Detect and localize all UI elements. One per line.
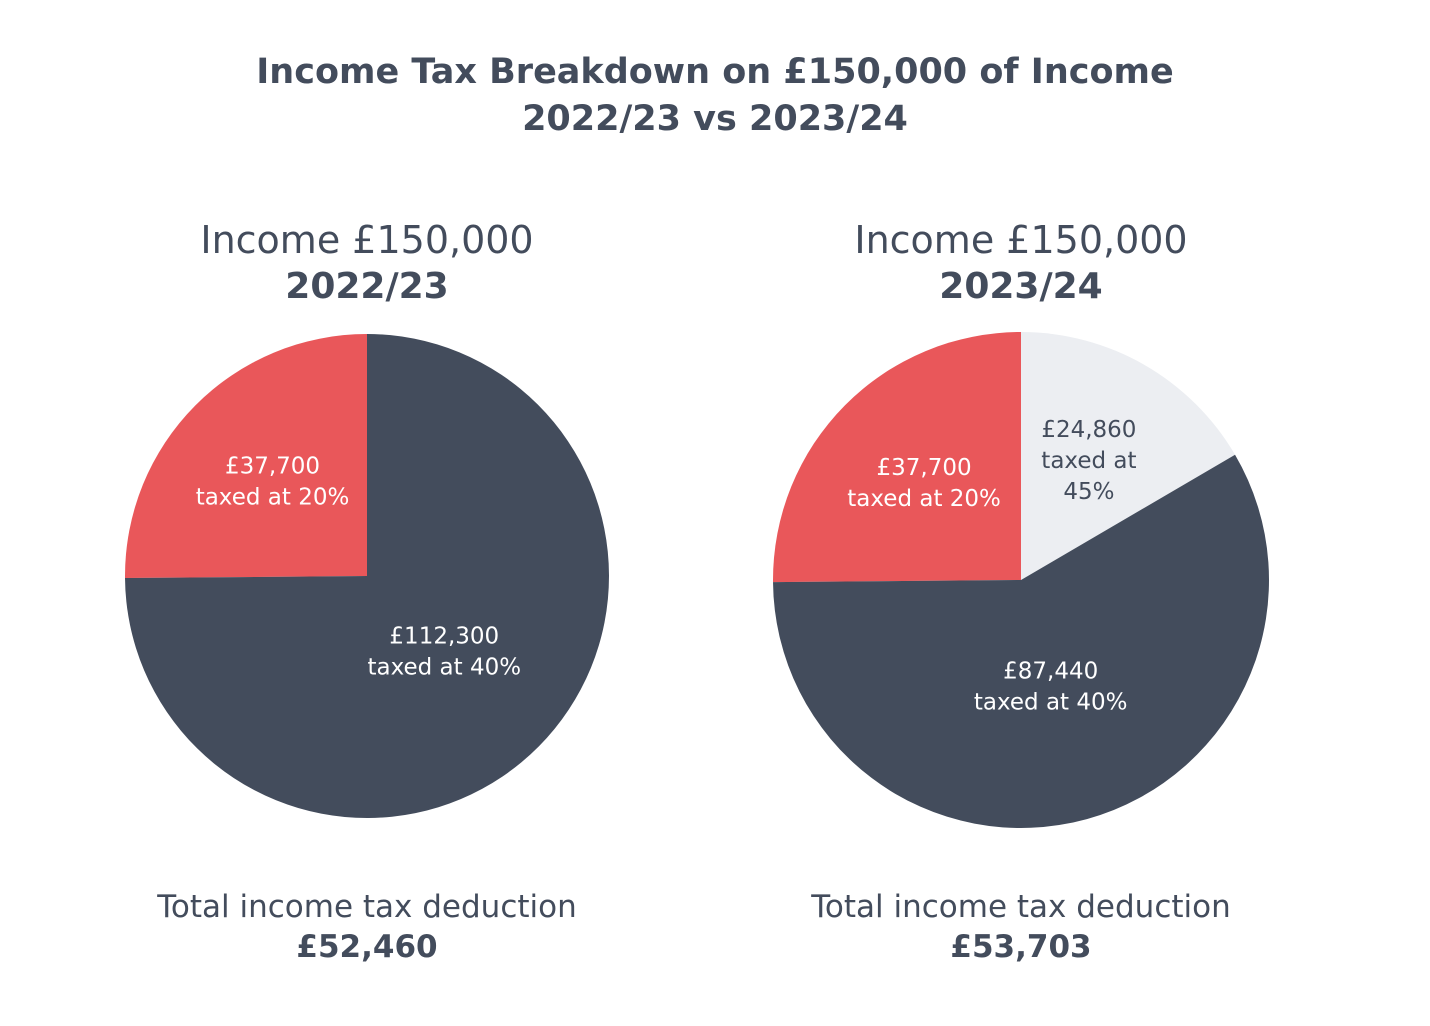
chart-subtitle: 2022/23 vs 2023/24 xyxy=(522,99,908,139)
total-deduction-label: Total income tax deduction xyxy=(811,889,1231,925)
panel-year-title: 2023/24 xyxy=(939,266,1103,307)
pie-chart-2022-23: £37,700 taxed at 20% £112,300 taxed at 40% xyxy=(125,334,610,818)
slice-rate-label: taxed at 40% xyxy=(367,655,521,681)
slice-rate-label: 45% xyxy=(1063,479,1114,505)
pie-slice xyxy=(773,332,1021,583)
pie-panel-2023-24: Income £150,000 2023/24 £37,700 taxed at … xyxy=(771,0,1271,1026)
slice-rate-label: taxed at 40% xyxy=(974,690,1128,716)
pie-slice xyxy=(125,334,367,579)
total-deduction-value: £53,703 xyxy=(950,929,1092,965)
slice-amount-label: £37,700 xyxy=(225,453,320,479)
slice-amount-label: £87,440 xyxy=(1003,659,1098,685)
slice-amount-label: £112,300 xyxy=(389,624,499,650)
pie-slice xyxy=(773,454,1270,829)
panel-year-title: 2022/23 xyxy=(285,266,449,307)
slice-amount-label: £37,700 xyxy=(877,455,972,481)
slice-rate-label: taxed at xyxy=(1041,448,1136,474)
pie-slice xyxy=(1021,332,1236,580)
slice-amount-label: £24,860 xyxy=(1041,417,1136,443)
slice-rate-label: taxed at 20% xyxy=(847,486,1001,512)
pie-slice xyxy=(125,334,610,818)
pie-chart-2023-24: £37,700 taxed at 20% £24,860 taxed at 45% £87… xyxy=(773,332,1270,829)
total-deduction-value: £52,460 xyxy=(296,929,438,965)
total-deduction-label: Total income tax deduction xyxy=(157,889,577,925)
panel-income-title: Income £150,000 xyxy=(200,218,534,262)
pie-panel-2022-23: Income £150,000 2022/23 £37,700 taxed at … xyxy=(117,0,617,1026)
chart-title: Income Tax Breakdown on £150,000 of Inco… xyxy=(256,52,1174,92)
slice-rate-label: taxed at 20% xyxy=(196,484,350,510)
panel-income-title: Income £150,000 xyxy=(854,218,1188,262)
